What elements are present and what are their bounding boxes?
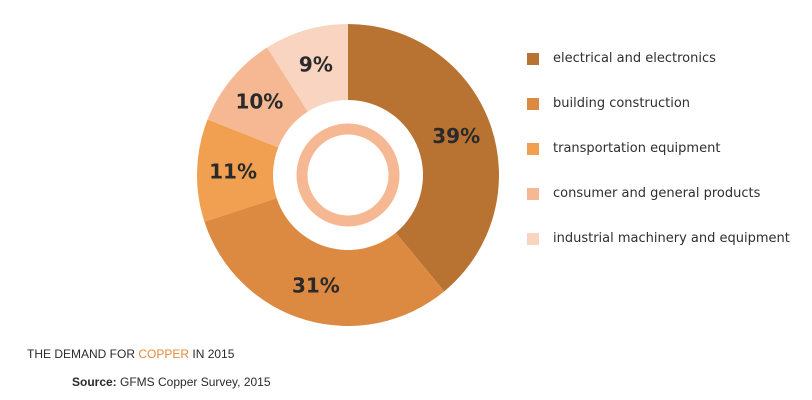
legend-swatch (527, 52, 539, 65)
pie-slice-5 (267, 24, 348, 112)
chart-caption: THE DEMAND FOR COPPER IN 2015 (27, 347, 234, 361)
legend-label: consumer and general products (553, 186, 761, 201)
legend-item-2: building construction (527, 81, 790, 126)
caption-suffix: IN 2015 (189, 347, 235, 361)
chart-legend: electrical and electronics building const… (527, 36, 790, 261)
legend-item-3: transportation equipment (527, 126, 790, 171)
legend-label: electrical and electronics (553, 51, 716, 66)
slice-value-label-2: 31% (292, 273, 340, 297)
legend-item-5: industrial machinery and equipment (527, 216, 790, 261)
legend-item-1: electrical and electronics (527, 36, 790, 81)
slice-value-label-3: 11% (209, 159, 257, 183)
source-label: Source: (72, 375, 117, 389)
legend-swatch (527, 142, 539, 155)
legend-label: transportation equipment (553, 141, 721, 156)
pie-slice-1 (348, 24, 499, 292)
source-text: GFMS Copper Survey, 2015 (116, 375, 271, 389)
chart-source: Source: GFMS Copper Survey, 2015 (72, 375, 271, 389)
slice-value-label-4: 10% (235, 90, 283, 114)
pie-slice-3 (196, 119, 279, 222)
pie-slice-4 (207, 47, 308, 148)
legend-swatch (527, 97, 539, 110)
caption-prefix: THE DEMAND FOR (27, 347, 139, 361)
slice-value-label-5: 9% (299, 53, 333, 77)
legend-item-4: consumer and general products (527, 171, 790, 216)
legend-label: building construction (553, 96, 691, 111)
center-ring-decoration (296, 123, 400, 227)
legend-label: industrial machinery and equipment (553, 231, 790, 246)
slice-value-label-1: 39% (432, 124, 480, 148)
legend-swatch (527, 232, 539, 245)
caption-highlight: COPPER (138, 347, 190, 361)
pie-slice-2 (204, 198, 445, 326)
legend-swatch (527, 187, 539, 200)
